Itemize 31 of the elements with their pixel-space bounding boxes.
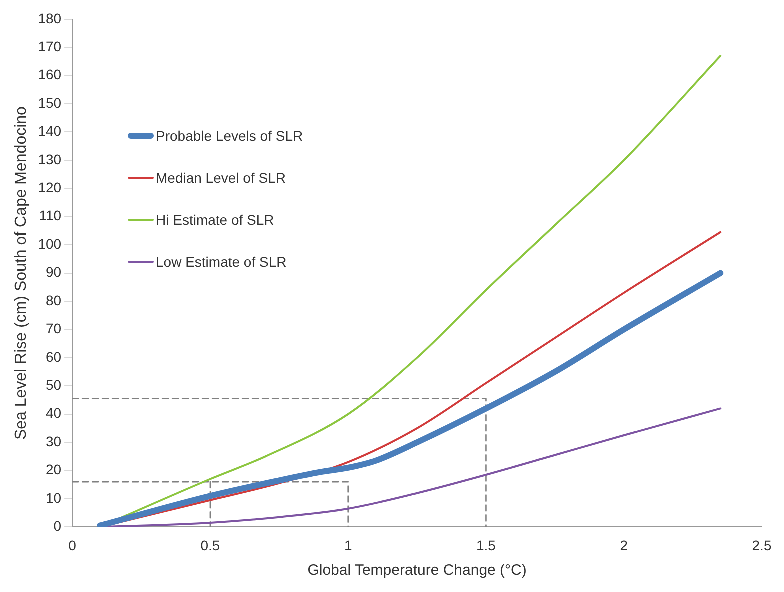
y-tick-label: 10 [46, 490, 62, 506]
x-tick-label: 0 [68, 537, 77, 554]
y-tick-label: 100 [38, 236, 62, 252]
x-tick-label: 1.5 [476, 537, 496, 554]
legend-label: Median Level of SLR [156, 170, 286, 186]
y-tick-label: 60 [46, 348, 62, 365]
y-tick-label: 110 [39, 208, 62, 224]
y-tick-label: 130 [38, 151, 62, 168]
legend-label: Probable Levels of SLR [156, 128, 304, 144]
legend-label: Hi Estimate of SLR [156, 212, 274, 228]
y-tick-label: 30 [46, 433, 62, 450]
y-axis-title: Sea Level Rise (cm) South of Cape Mendocino [13, 106, 30, 440]
legend-label: Low Estimate of SLR [156, 254, 287, 270]
y-tick-label: 80 [46, 292, 62, 308]
y-tick-label: 40 [46, 405, 62, 422]
x-tick-label: 0.5 [200, 537, 220, 554]
y-tick-label: 180 [38, 10, 62, 26]
y-tick-label: 90 [46, 264, 62, 280]
y-tick-label: 50 [46, 377, 62, 394]
y-tick-label: 70 [46, 320, 62, 337]
x-tick-label: 2.5 [752, 537, 772, 554]
y-tick-label: 20 [46, 462, 62, 478]
y-tick-label: 170 [38, 38, 62, 54]
y-tick-label: 160 [38, 66, 62, 83]
x-axis-title: Global Temperature Change (°C) [308, 562, 527, 580]
y-tick-label: 150 [38, 94, 62, 111]
x-tick-label: 1 [344, 537, 352, 554]
x-tick-label: 2 [620, 537, 628, 554]
y-tick-label: 120 [38, 180, 62, 196]
y-tick-label: 140 [38, 123, 62, 140]
y-tick-label: 0 [54, 518, 62, 534]
